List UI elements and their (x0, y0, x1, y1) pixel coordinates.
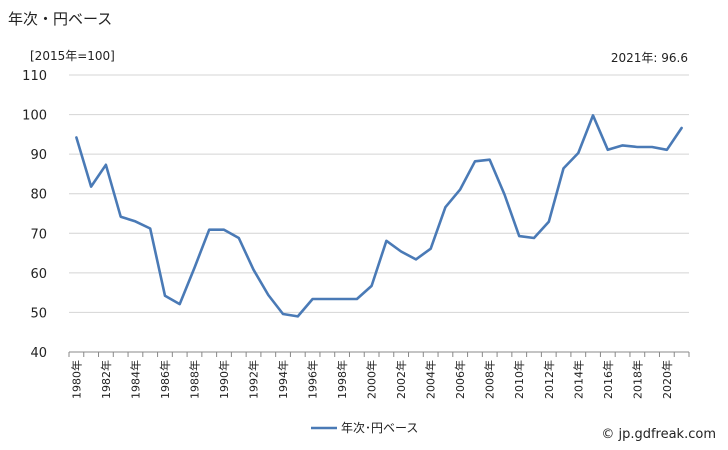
x-tick-label: 1986年 (158, 360, 172, 399)
y-tick-label: 50 (30, 306, 47, 321)
x-tick-label: 1982年 (99, 360, 113, 399)
latest-value-note: 2021年: 96.6 (610, 51, 688, 65)
x-tick-label: 2018年 (630, 360, 644, 399)
x-tick-label: 1996年 (306, 360, 320, 399)
y-tick-label: 100 (22, 109, 47, 124)
y-tick-label: 90 (30, 148, 47, 163)
x-tick-label: 2016年 (601, 360, 615, 399)
legend-label: 年次･円ベース (341, 421, 418, 435)
x-tick-label: 1994年 (276, 360, 290, 399)
y-tick-label: 60 (30, 267, 47, 282)
x-tick-label: 2014年 (571, 360, 585, 399)
source-credit: © jp.gdfreak.com (601, 427, 716, 442)
y-tick-label: 80 (30, 188, 47, 203)
y-tick-label: 70 (30, 227, 47, 242)
data-series (75, 114, 683, 318)
x-tick-label: 2008年 (483, 360, 497, 399)
x-tick-label: 2000年 (365, 360, 379, 399)
x-tick-label: 1988年 (187, 360, 201, 399)
grid-lines (69, 74, 689, 313)
x-tick-label: 1990年 (217, 360, 231, 399)
y-tick-label: 40 (30, 346, 47, 361)
chart-title: 年次・円ベース (8, 10, 113, 28)
y-tick-label: 110 (22, 69, 47, 84)
x-axis: 1980年 1982年 1984年 1986年 1988年 1990年 1992年 1994年… (68, 351, 690, 399)
x-tick-label: 2010年 (512, 360, 526, 399)
x-tick-label: 1998年 (335, 360, 349, 399)
x-tick-label: 2020年 (660, 360, 674, 399)
y-axis-ticks: 40 50 60 70 80 90 100 110 (22, 69, 47, 361)
series-line (75, 114, 683, 318)
x-tick-label: 1980年 (69, 360, 83, 399)
x-tick-label: 2006年 (453, 360, 467, 399)
x-tick-label: 1984年 (128, 360, 142, 399)
x-tick-label: 2012年 (542, 360, 556, 399)
x-tick-label: 2002年 (394, 360, 408, 399)
legend: 年次･円ベース (311, 421, 418, 435)
x-tick-label: 1992年 (247, 360, 261, 399)
x-tick-label: 2004年 (424, 360, 438, 399)
unit-label: [2015年=100] (30, 49, 115, 63)
